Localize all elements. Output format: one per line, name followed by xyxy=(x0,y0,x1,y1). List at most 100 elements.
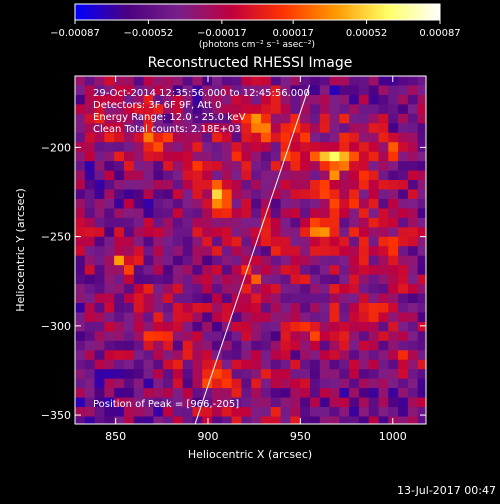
heatmap-cell xyxy=(339,359,350,370)
heatmap-cell xyxy=(221,416,233,424)
heatmap-cell xyxy=(153,227,164,238)
heatmap-cell xyxy=(94,284,105,295)
heatmap-cell xyxy=(378,142,389,153)
heatmap-cell xyxy=(241,303,252,314)
heatmap-cell xyxy=(398,407,409,418)
heatmap-cell xyxy=(133,255,145,266)
heatmap-cell xyxy=(319,227,331,238)
heatmap-cell xyxy=(84,321,96,332)
heatmap-cell xyxy=(192,85,203,96)
heatmap-cell xyxy=(221,331,233,342)
heatmap-cell xyxy=(388,284,399,295)
heatmap-cell xyxy=(143,359,154,370)
heatmap-cell xyxy=(339,350,350,361)
heatmap-cell xyxy=(270,312,282,323)
heatmap-cell xyxy=(104,369,115,380)
heatmap-cell xyxy=(133,236,145,247)
heatmap-cell xyxy=(221,142,233,153)
heatmap-cell xyxy=(84,303,96,314)
heatmap-cell xyxy=(172,217,184,228)
heatmap-cell xyxy=(232,426,242,436)
heatmap-cell xyxy=(182,416,194,424)
heatmap-cell xyxy=(388,255,399,266)
heatmap-cell xyxy=(104,274,115,285)
heatmap-cell xyxy=(84,76,96,87)
heatmap-cell xyxy=(349,142,360,153)
heatmap-cell xyxy=(221,227,233,238)
heatmap-cell xyxy=(172,76,184,87)
heatmap-cell xyxy=(358,217,370,228)
heatmap-cell xyxy=(427,123,437,133)
heatmap-cell xyxy=(388,85,399,96)
heatmap-cell xyxy=(388,161,399,172)
heatmap-cell xyxy=(231,236,243,247)
heatmap-cell xyxy=(309,388,321,399)
heatmap-cell xyxy=(339,76,350,87)
heatmap-cell xyxy=(202,321,213,332)
heatmap-cell xyxy=(300,303,311,314)
heatmap-cell xyxy=(329,170,340,181)
heatmap-cell xyxy=(309,198,321,210)
heatmap-cell xyxy=(94,170,105,181)
heatmap-cell xyxy=(280,123,291,134)
heatmap-cell xyxy=(368,350,380,361)
heatmap-cell xyxy=(407,227,419,238)
heatmap-cell xyxy=(427,180,437,190)
heatmap-cell xyxy=(280,274,291,285)
heatmap-cell xyxy=(163,274,174,285)
heatmap-cell xyxy=(417,331,426,342)
heatmap-cell xyxy=(153,388,164,399)
heatmap-cell xyxy=(398,198,409,210)
heatmap-cell xyxy=(212,104,223,115)
heatmap-cell xyxy=(123,255,135,266)
heatmap-cell xyxy=(251,321,262,332)
heatmap-cell xyxy=(172,236,184,247)
heatmap-cell xyxy=(114,350,125,361)
heatmap-cell xyxy=(407,303,419,314)
heatmap-cell xyxy=(417,321,426,332)
heatmap-cell xyxy=(153,151,164,162)
heatmap-cell xyxy=(398,151,409,162)
heatmap-cell xyxy=(407,407,419,418)
heatmap-cell xyxy=(251,198,262,210)
heatmap-cell xyxy=(368,142,380,153)
heatmap-cell xyxy=(369,426,379,436)
heatmap-cell xyxy=(261,255,272,266)
heatmap-cell xyxy=(212,274,223,285)
heatmap-cell xyxy=(339,217,350,228)
heatmap-cell xyxy=(270,284,282,295)
heatmap-cell xyxy=(231,94,243,105)
heatmap-cell xyxy=(427,294,437,304)
heatmap-cell xyxy=(182,359,194,370)
heatmap-cell xyxy=(261,340,272,351)
heatmap-cell xyxy=(94,331,105,342)
heatmap-cell xyxy=(290,227,301,238)
heatmap-cell xyxy=(349,340,360,351)
heatmap-cell xyxy=(143,132,154,143)
heatmap-cell xyxy=(280,416,291,424)
heatmap-cell xyxy=(75,123,86,134)
heatmap-cell xyxy=(231,189,243,200)
heatmap-cell xyxy=(358,85,370,96)
heatmap-cell xyxy=(143,189,154,200)
heatmap-cell xyxy=(329,142,340,153)
heatmap-cell xyxy=(153,350,164,361)
heatmap-cell xyxy=(123,331,135,342)
heatmap-cell xyxy=(309,132,321,143)
heatmap-cell xyxy=(309,217,321,228)
heatmap-cell xyxy=(221,113,233,124)
heatmap-cell xyxy=(427,407,437,417)
heatmap-cell xyxy=(368,369,380,380)
heatmap-cell xyxy=(192,303,203,314)
heatmap-cell xyxy=(368,104,380,115)
heatmap-cell xyxy=(84,340,96,351)
heatmap-cell xyxy=(358,104,370,115)
heatmap-cell xyxy=(309,104,321,115)
heatmap-cell xyxy=(114,246,125,257)
heatmap-cell xyxy=(75,340,86,351)
heatmap-cell xyxy=(192,274,203,285)
heatmap-cell xyxy=(104,113,115,124)
heatmap-cell xyxy=(84,397,96,408)
heatmap-cell xyxy=(270,113,282,124)
heatmap-cell xyxy=(202,104,213,115)
